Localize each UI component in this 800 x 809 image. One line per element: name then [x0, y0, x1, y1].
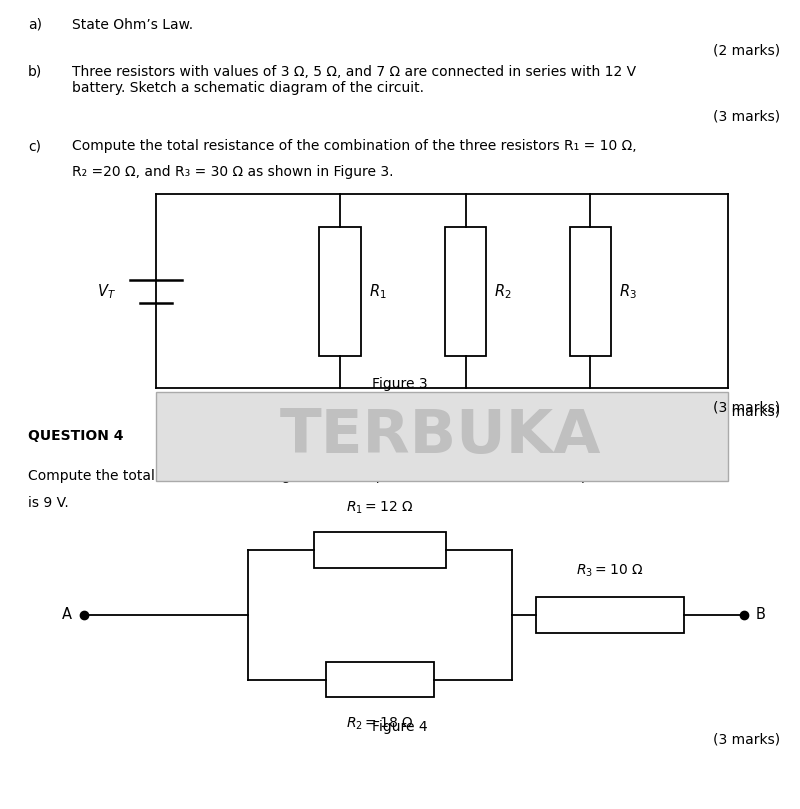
Text: Compute the total resistance of the combination of the three resistors R₁ = 10 Ω: Compute the total resistance of the comb…: [72, 139, 637, 153]
Text: Figure 3: Figure 3: [372, 395, 428, 409]
Text: $R_3= 10\ \Omega$: $R_3= 10\ \Omega$: [576, 563, 644, 579]
Text: $R_1= 12\ \Omega$: $R_1= 12\ \Omega$: [346, 500, 414, 516]
Bar: [314, 532, 446, 568]
Text: $R_3$: $R_3$: [619, 282, 637, 301]
Bar: [445, 227, 486, 356]
Text: B: B: [756, 608, 766, 622]
Text: QUESTION 4: QUESTION 4: [28, 429, 123, 443]
Text: c): c): [28, 139, 41, 153]
Text: Compute the total current flows in Figure 4, if the potential difference between: Compute the total current flows in Figur…: [28, 469, 675, 483]
Text: (3 marks): (3 marks): [713, 400, 780, 414]
Text: $R_2= 18\ \Omega$: $R_2= 18\ \Omega$: [346, 715, 414, 731]
Text: $R_1$: $R_1$: [369, 282, 386, 301]
Text: $R_2$: $R_2$: [494, 282, 512, 301]
Text: $V_T$: $V_T$: [97, 282, 116, 301]
Text: is 9 V.: is 9 V.: [28, 496, 69, 510]
Text: (2 marks): (2 marks): [713, 44, 780, 57]
Text: (3 marks): (3 marks): [713, 732, 780, 746]
Bar: [319, 227, 361, 356]
Bar: [156, 392, 728, 481]
Bar: [536, 597, 684, 633]
Text: R₂ =20 Ω, and R₃ = 30 Ω as shown in Figure 3.: R₂ =20 Ω, and R₃ = 30 Ω as shown in Figu…: [72, 165, 394, 179]
Bar: [570, 227, 611, 356]
Text: Figure 4: Figure 4: [372, 720, 428, 734]
Text: b): b): [28, 65, 42, 78]
Text: A: A: [62, 608, 72, 622]
Text: TERBUKA: TERBUKA: [279, 408, 601, 466]
Text: Three resistors with values of 3 Ω, 5 Ω, and 7 Ω are connected in series with 12: Three resistors with values of 3 Ω, 5 Ω,…: [72, 65, 636, 95]
Text: Figure 3: Figure 3: [372, 377, 428, 391]
Text: State Ohm’s Law.: State Ohm’s Law.: [72, 18, 193, 32]
Bar: [326, 662, 434, 697]
Text: a): a): [28, 18, 42, 32]
Text: (3 marks): (3 marks): [713, 404, 780, 418]
Text: (3 marks): (3 marks): [713, 109, 780, 123]
